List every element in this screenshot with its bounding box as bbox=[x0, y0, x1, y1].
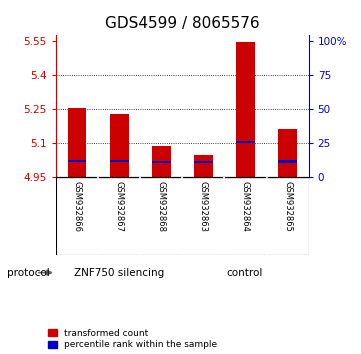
Text: GSM932868: GSM932868 bbox=[157, 181, 166, 232]
Bar bbox=[110, 160, 129, 162]
Bar bbox=[194, 161, 213, 164]
Bar bbox=[278, 130, 297, 177]
Text: GSM932867: GSM932867 bbox=[115, 181, 123, 232]
Text: GSM932866: GSM932866 bbox=[73, 181, 82, 232]
Title: GDS4599 / 8065576: GDS4599 / 8065576 bbox=[105, 16, 260, 32]
Bar bbox=[68, 108, 87, 177]
Bar bbox=[236, 141, 255, 143]
Text: GSM932863: GSM932863 bbox=[199, 181, 208, 232]
Text: protocol: protocol bbox=[7, 268, 50, 278]
Bar bbox=[194, 155, 213, 177]
Legend: transformed count, percentile rank within the sample: transformed count, percentile rank withi… bbox=[48, 329, 217, 349]
Text: ZNF750 silencing: ZNF750 silencing bbox=[74, 268, 164, 278]
Text: control: control bbox=[226, 268, 263, 278]
Bar bbox=[110, 114, 129, 177]
Bar bbox=[236, 42, 255, 177]
Text: GSM932864: GSM932864 bbox=[241, 181, 250, 232]
Bar bbox=[278, 160, 297, 163]
Text: GSM932865: GSM932865 bbox=[283, 181, 292, 232]
Bar bbox=[152, 161, 171, 163]
Bar bbox=[68, 160, 87, 162]
Bar bbox=[152, 147, 171, 177]
